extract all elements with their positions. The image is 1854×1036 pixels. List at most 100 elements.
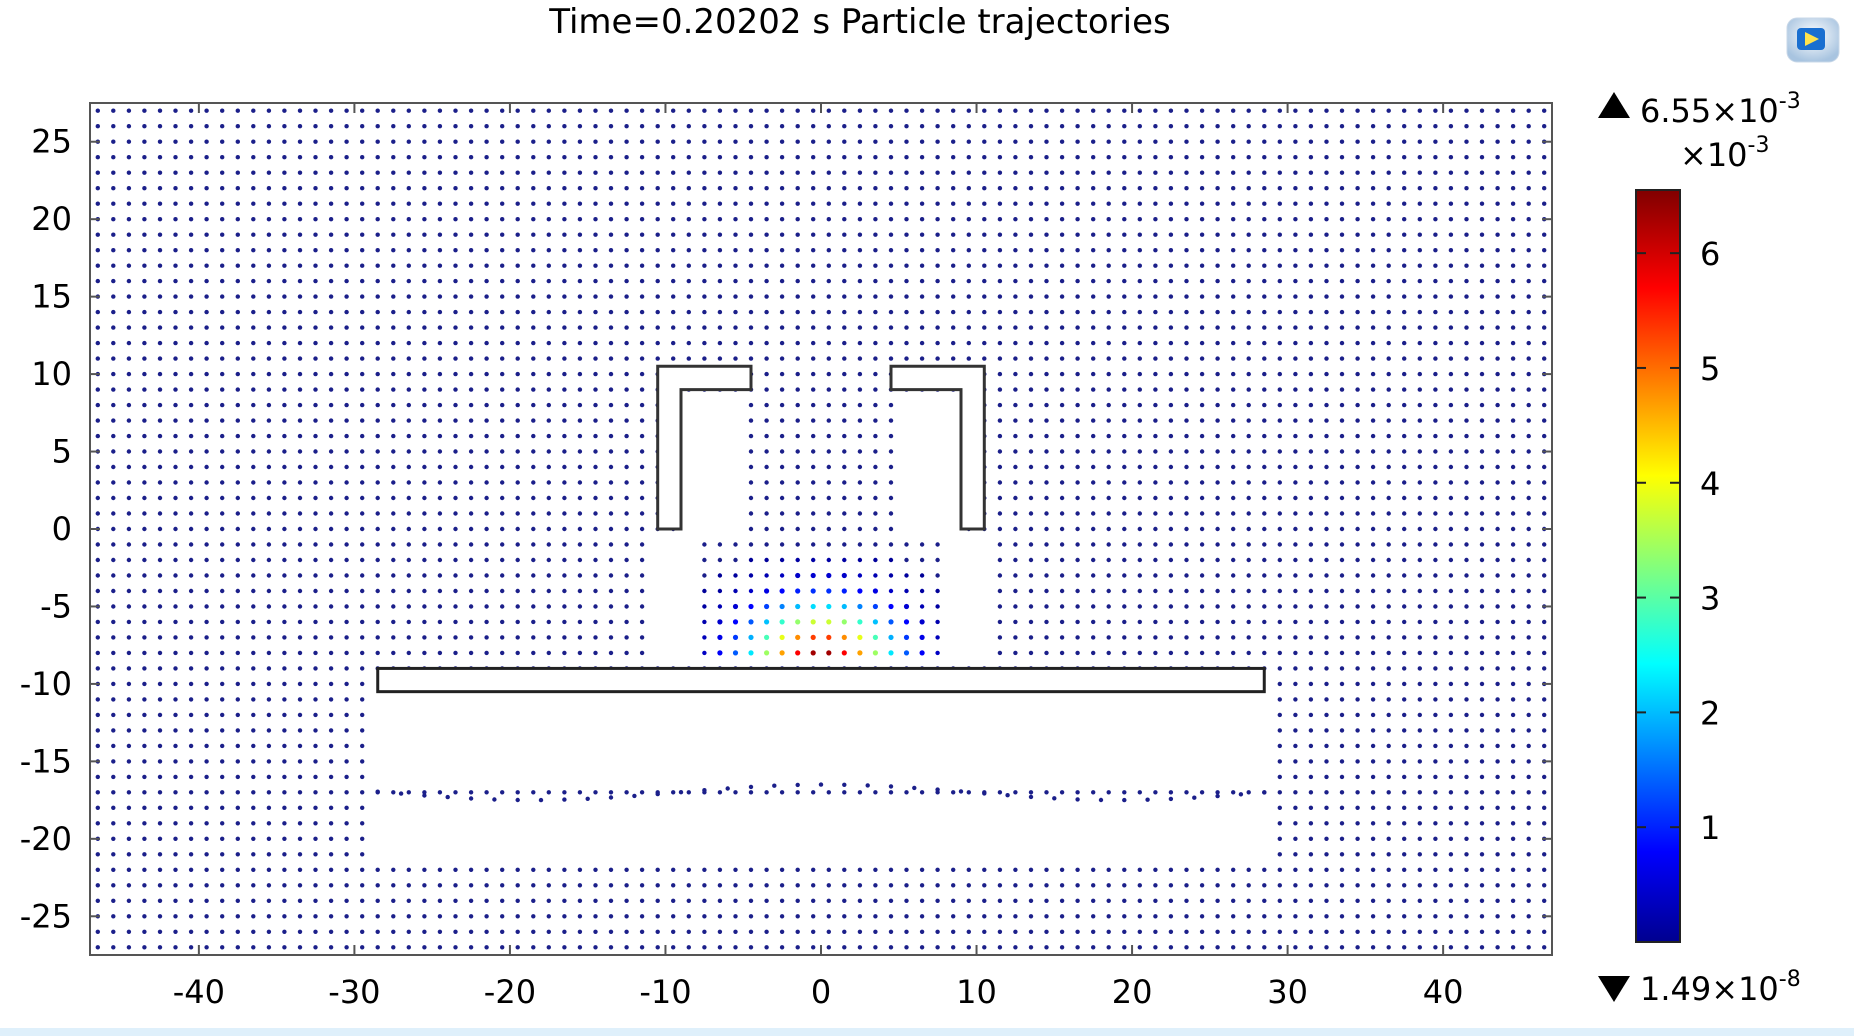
particle-dot: [422, 309, 427, 315]
particle-dot: [593, 635, 598, 640]
particle-dot: [204, 929, 209, 934]
particle-dot: [95, 542, 101, 547]
particle-dot: [1479, 805, 1485, 810]
particle-dot: [515, 945, 520, 950]
particle-dot: [1370, 139, 1376, 144]
particle-dot: [297, 821, 303, 826]
particle-dot: [1231, 232, 1236, 237]
particle-dot: [422, 371, 427, 377]
particle-dot: [531, 604, 536, 609]
particle-dot: [733, 201, 738, 206]
particle-dot: [608, 340, 614, 346]
particle-dot: [360, 464, 365, 470]
particle-dot: [1433, 790, 1438, 795]
particle-dot: [1464, 635, 1469, 640]
particle-dot: [204, 557, 209, 563]
particle-dot: [1184, 790, 1189, 795]
particle-dot: [1199, 790, 1205, 795]
particle-dot: [1199, 526, 1205, 532]
particle-dot: [997, 557, 1003, 563]
particle-dot: [142, 418, 147, 423]
particle-dot: [1308, 945, 1314, 950]
particle-dot: [919, 790, 925, 795]
particle-dot: [655, 325, 660, 330]
particle-dot: [1215, 248, 1220, 253]
particle-dot: [204, 433, 209, 439]
particle-dot: [468, 790, 474, 795]
particle-dot: [484, 371, 489, 377]
particle-dot: [422, 793, 427, 798]
particle-dot: [577, 217, 583, 222]
particle-dot: [608, 201, 614, 206]
particle-dot: [453, 340, 458, 346]
particle-dot: [1510, 278, 1516, 284]
particle-dot: [1370, 263, 1376, 268]
particle-dot: [639, 619, 645, 625]
particle-dot: [173, 217, 178, 222]
particle-dot: [1542, 495, 1547, 501]
particle-dot: [1059, 867, 1065, 872]
particle-dot: [702, 604, 707, 609]
y-tick-label: 25: [31, 123, 72, 161]
particle-dot: [997, 371, 1003, 377]
particle-dot: [997, 604, 1003, 609]
particle-dot: [1199, 883, 1205, 888]
particle-dot: [951, 155, 956, 160]
particle-dot: [173, 759, 178, 764]
particle-dot: [1386, 371, 1391, 377]
particle-dot: [422, 170, 427, 175]
particle-dot: [297, 883, 303, 888]
particle-dot: [624, 464, 629, 470]
particle-dot: [328, 155, 334, 160]
particle-dot: [1184, 526, 1189, 532]
particle-dot: [1075, 588, 1080, 594]
particle-dot: [546, 914, 551, 919]
particle-dot: [1215, 898, 1220, 903]
particle-dot: [1495, 495, 1500, 501]
particle-dot: [406, 356, 411, 361]
particle-dot: [360, 759, 365, 764]
particle-dot: [1199, 232, 1205, 237]
particle-dot: [1231, 929, 1236, 934]
particle-dot: [919, 186, 925, 191]
particle-dot: [142, 449, 147, 454]
particle-dot: [235, 294, 240, 299]
particle-dot: [1215, 480, 1220, 485]
y-tick-label: 10: [31, 355, 72, 393]
particle-dot: [406, 635, 411, 640]
particle-dot: [764, 340, 769, 346]
particle-dot: [328, 371, 334, 377]
particle-dot: [1526, 790, 1531, 795]
particle-dot: [1106, 294, 1111, 299]
particle-dot: [126, 728, 132, 733]
particle-dot: [1168, 124, 1174, 129]
particle-dot: [531, 248, 536, 253]
particle-dot: [608, 309, 614, 315]
particle-dot: [951, 898, 956, 903]
particle-dot: [733, 867, 738, 872]
particle-dot: [779, 124, 785, 129]
particle-dot: [500, 495, 505, 501]
particle-dot: [406, 387, 411, 392]
particle-dot: [764, 480, 769, 485]
particle-dot: [391, 356, 396, 361]
particle-dot: [375, 309, 380, 315]
particle-dot: [313, 124, 318, 129]
particle-dot: [982, 155, 987, 160]
comsol-graphics-logo-icon[interactable]: [1783, 14, 1843, 66]
particle-dot: [266, 790, 272, 795]
particle-dot: [375, 480, 380, 485]
particle-dot: [1028, 278, 1034, 284]
particle-dot: [468, 186, 474, 191]
particle-dot: [624, 217, 629, 222]
particle-dot: [1137, 309, 1143, 315]
particle-dot: [1448, 898, 1454, 903]
particle-dot: [1215, 573, 1220, 578]
particle-dot: [173, 681, 178, 687]
particle-dot: [282, 480, 287, 485]
particle-dot: [562, 635, 567, 640]
particle-dot: [297, 681, 303, 687]
particle-dot: [1137, 635, 1143, 640]
particle-dot: [328, 402, 334, 408]
particle-dot: [391, 294, 396, 299]
